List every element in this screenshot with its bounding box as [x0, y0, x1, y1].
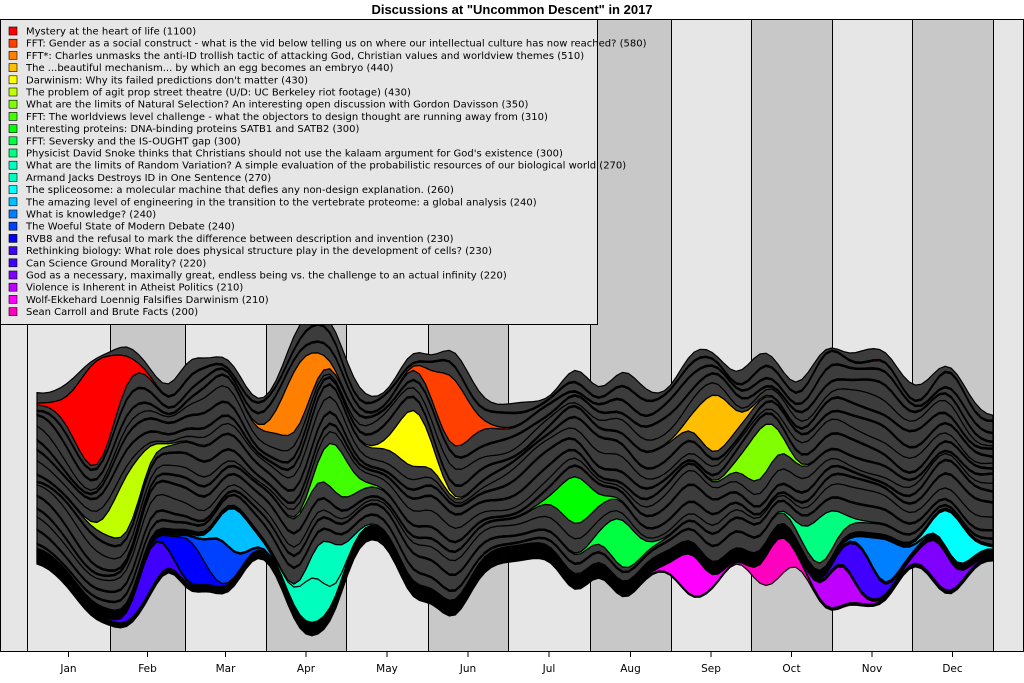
legend-entry-16: What is knowledge? (240): [26, 210, 156, 221]
legend-swatch-23: [8, 295, 18, 304]
legend-swatch-8: [8, 112, 18, 121]
legend-swatch-16: [8, 209, 18, 219]
stream-the-problem-of-agit-prop-street-theatre-u-d-uc-berkeley-riot-footage: [36, 410, 994, 539]
legend-entry-21: God as a necessary, maximally great, end…: [26, 271, 507, 282]
legend-swatch-19: [8, 246, 18, 255]
legend-swatch-6: [8, 87, 18, 97]
stream-darwinism-why-its-failed-predictions-don-t-matter: [36, 382, 994, 501]
stream-fft-charles-unmasks-the-anti-id-trollish-tactic-of-attacking-god-christian-values-and-worldview-themes: [36, 352, 994, 482]
x-tick-label-jun: Jun: [459, 663, 476, 675]
x-tick-label-nov: Nov: [862, 663, 883, 675]
legend-entry-13: Armand Jacks Destroys ID in One Sentence…: [26, 173, 271, 184]
legend-entry-22: Violence is Inherent in Atheist Politics…: [26, 283, 243, 294]
legend-entry-4: The ...beautiful mechanism... by which a…: [25, 63, 393, 74]
legend-swatch-7: [8, 99, 18, 109]
stream-what-are-the-limits-of-natural-selection-an-interesting-open-discussion-with-gordon-davisson: [36, 422, 994, 548]
legend-entry-7: What are the limits of Natural Selection…: [26, 100, 528, 111]
x-tick-label-oct: Oct: [782, 663, 800, 675]
legend-entry-10: FFT: Seversky and the IS-OUGHT gap (300): [26, 136, 241, 147]
legend-entry-12: What are the limits of Random Variation?…: [26, 161, 626, 172]
legend-swatch-2: [8, 38, 18, 48]
legend-entry-15: The amazing level of engineering in the …: [25, 197, 537, 208]
x-tick-label-mar: Mar: [216, 663, 236, 675]
legend-entry-23: Wolf-Ekkehard Loennig Falsifies Darwinis…: [26, 295, 269, 306]
legend-swatch-4: [8, 63, 18, 72]
legend-entry-8: FFT: The worldviews level challenge - wh…: [26, 112, 548, 123]
x-tick-label-dec: Dec: [942, 663, 963, 675]
stream-fft-gender-as-a-social-construct-what-is-the-vid-below-telling-us-on-where-our-intellectual-culture-has-now-reached: [36, 340, 994, 472]
legend-entry-14: The spliceosome: a molecular machine tha…: [25, 185, 454, 196]
legend-swatch-13: [8, 173, 18, 182]
legend-entry-17: The Woeful State of Modern Debate (240): [25, 222, 235, 233]
x-axis: Jan Feb Mar Apr May Jun Jul Aug Sep Oct Nov Dec: [59, 652, 963, 675]
legend: Mystery at the heart of life (1100)FFT: …: [0, 19, 647, 325]
legend-box: [0, 19, 598, 325]
stream-fft-the-worldviews-level-challenge-what-the-objectors-to-design-thought-are-running-away-from: [36, 442, 994, 572]
stream-interesting-proteins-dna-binding-proteins-satb1-and-satb2: [36, 472, 994, 578]
stream-physicist-david-snoke-thinks-that-christians-should-not-use-the-kalaam-argument-for-god-s-existence: [36, 493, 994, 604]
stream-sean-carroll-and-brute-facts: [36, 537, 994, 637]
legend-swatch-20: [8, 258, 18, 268]
legend-swatch-3: [8, 51, 18, 60]
legend-entry-18: RVB8 and the refusal to mark the differe…: [26, 234, 454, 245]
stream-mystery-at-the-heart-of-life: [36, 323, 994, 466]
chart-title: Discussions at "Uncommon Descent" in 201…: [371, 2, 652, 17]
top-discussion-streams: [36, 323, 994, 637]
legend-swatch-18: [8, 234, 18, 243]
legend-entry-20: Can Science Ground Morality? (220): [26, 258, 206, 269]
legend-swatch-5: [8, 75, 18, 85]
x-tick-label-sep: Sep: [701, 663, 721, 675]
legend-swatch-10: [8, 136, 18, 146]
x-tick-label-may: May: [376, 663, 398, 675]
legend-entry-24: Sean Carroll and Brute Facts (200): [26, 307, 198, 318]
legend-swatch-1: [8, 26, 18, 36]
x-tick-label-aug: Aug: [620, 663, 641, 675]
legend-swatch-12: [8, 160, 18, 170]
x-tick-label-apr: Apr: [297, 663, 316, 675]
legend-swatch-21: [8, 270, 18, 280]
legend-entry-1: Mystery at the heart of life (1100): [26, 27, 196, 38]
x-tick-label-jul: Jul: [542, 663, 556, 675]
legend-entry-11: Physicist David Snoke thinks that Christ…: [26, 149, 563, 160]
legend-swatch-22: [8, 282, 18, 292]
legend-entry-3: FFT*: Charles unmasks the anti-ID trolli…: [26, 51, 584, 62]
legend-entry-5: Darwinism: Why its failed predictions do…: [26, 75, 308, 86]
legend-entry-19: Rethinking biology: What role does physi…: [26, 246, 492, 257]
legend-entry-2: FFT: Gender as a social construct - what…: [26, 39, 647, 50]
legend-swatch-17: [8, 221, 18, 231]
x-tick-label-jan: Jan: [59, 663, 76, 675]
stream-the-beautiful-mechanism-by-which-an-egg-becomes-an-embryo: [36, 375, 994, 496]
stream-fft-seversky-and-the-is-ought-gap: [36, 489, 994, 594]
legend-swatch-9: [8, 124, 18, 133]
legend-swatch-11: [8, 148, 18, 158]
legend-entry-6: The problem of agit prop street theatre …: [25, 88, 411, 99]
legend-swatch-14: [8, 185, 18, 194]
legend-entry-9: Interesting proteins: DNA-binding protei…: [26, 124, 359, 135]
legend-swatch-15: [8, 197, 18, 207]
x-tick-label-feb: Feb: [138, 663, 157, 675]
legend-swatch-24: [8, 307, 18, 316]
